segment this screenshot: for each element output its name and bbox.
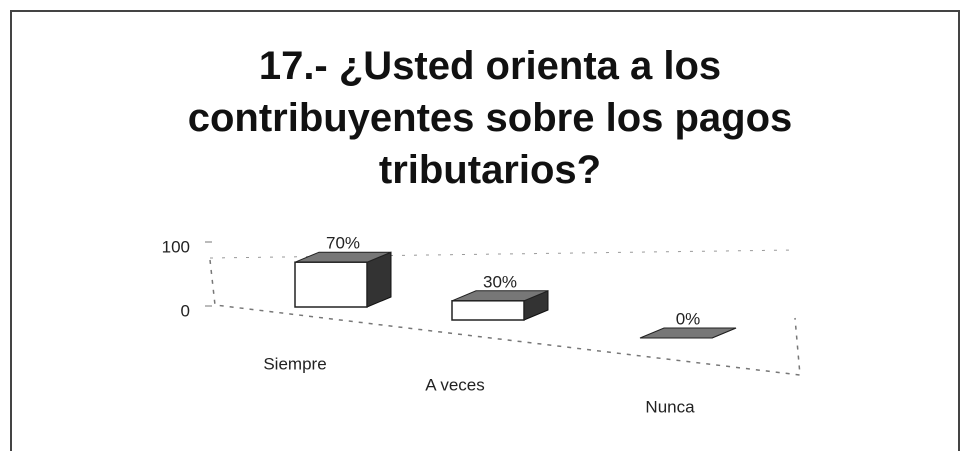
data-label: 70% [326, 234, 360, 253]
chart-frame [10, 10, 960, 451]
x-tick-label: Nunca [645, 397, 695, 416]
bar [451, 300, 525, 321]
data-label: 0% [676, 309, 701, 328]
data-label: 30% [483, 272, 517, 291]
bar-top [639, 327, 737, 339]
x-tick-label: A veces [425, 375, 485, 394]
x-tick-label: Siempre [263, 354, 326, 373]
y-tick-label: 0 [181, 301, 190, 320]
plot-floor [209, 259, 801, 376]
bar [294, 261, 368, 308]
chart-title: 17.- ¿Usted orienta a los contribuyentes… [187, 44, 793, 192]
y-tick-label: 100 [162, 237, 190, 256]
plot-back [209, 249, 796, 259]
